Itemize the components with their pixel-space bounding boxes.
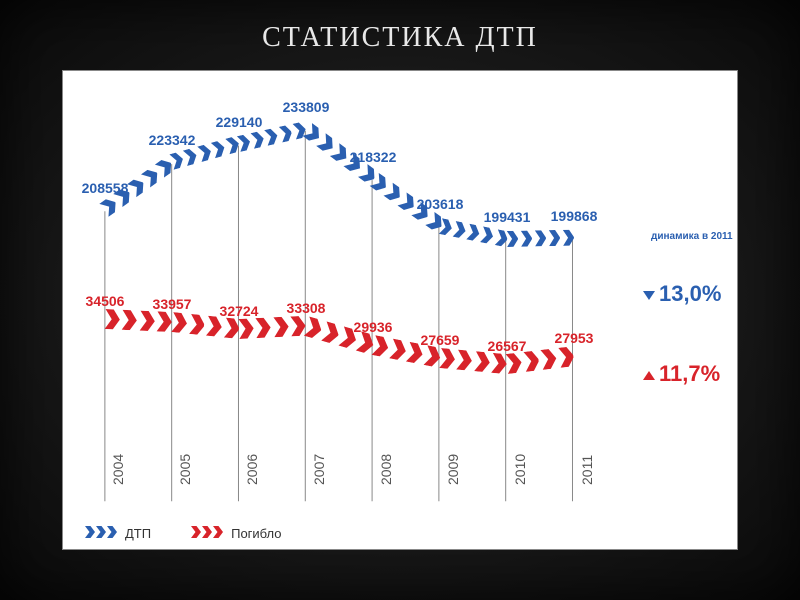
value-label: 218322 xyxy=(350,149,397,165)
chevron-segment xyxy=(239,318,307,341)
value-label: 27953 xyxy=(555,330,594,346)
page-title: СТАТИСТИКА ДТП xyxy=(0,0,800,54)
percent-change-label: 13,0% xyxy=(643,281,721,307)
triangle-up-icon xyxy=(643,371,655,380)
year-label: 2010 xyxy=(512,454,528,485)
value-label: 203618 xyxy=(417,196,464,212)
value-label: 26567 xyxy=(488,338,527,354)
chevron-icon xyxy=(85,526,117,541)
legend-item-deaths: Погибло xyxy=(191,526,281,541)
value-label: 199431 xyxy=(484,209,531,225)
year-label: 2005 xyxy=(177,454,193,485)
value-label: 208558 xyxy=(82,180,129,196)
legend-label-dtp: ДТП xyxy=(125,526,151,541)
triangle-down-icon xyxy=(643,291,655,300)
value-label: 32724 xyxy=(220,303,259,319)
year-label: 2004 xyxy=(110,454,126,485)
chevron-icon xyxy=(191,526,223,541)
legend: ДТП Погибло xyxy=(85,526,282,541)
year-label: 2008 xyxy=(378,454,394,485)
value-label: 27659 xyxy=(421,332,460,348)
chevron-segment xyxy=(507,232,574,249)
dynamics-label: динамика в 2011 xyxy=(651,231,733,242)
value-label: 199868 xyxy=(551,208,598,224)
value-label: 229140 xyxy=(216,114,263,130)
value-label: 33957 xyxy=(153,296,192,312)
year-label: 2009 xyxy=(445,454,461,485)
percent-change-label: 11,7% xyxy=(643,361,720,387)
value-label: 223342 xyxy=(149,132,196,148)
value-label: 233809 xyxy=(283,99,330,115)
legend-item-dtp: ДТП xyxy=(85,526,151,541)
year-label: 2006 xyxy=(244,454,260,485)
value-label: 29936 xyxy=(354,319,393,335)
year-label: 2007 xyxy=(311,454,327,485)
legend-label-deaths: Погибло xyxy=(231,526,281,541)
year-label: 2011 xyxy=(579,455,595,485)
chart-panel: 2004 2005 2006 2007 2008 2009 2010 2011 xyxy=(62,70,738,550)
value-label: 33308 xyxy=(287,300,326,316)
value-label: 34506 xyxy=(86,293,125,309)
chevron-segment xyxy=(105,311,173,334)
